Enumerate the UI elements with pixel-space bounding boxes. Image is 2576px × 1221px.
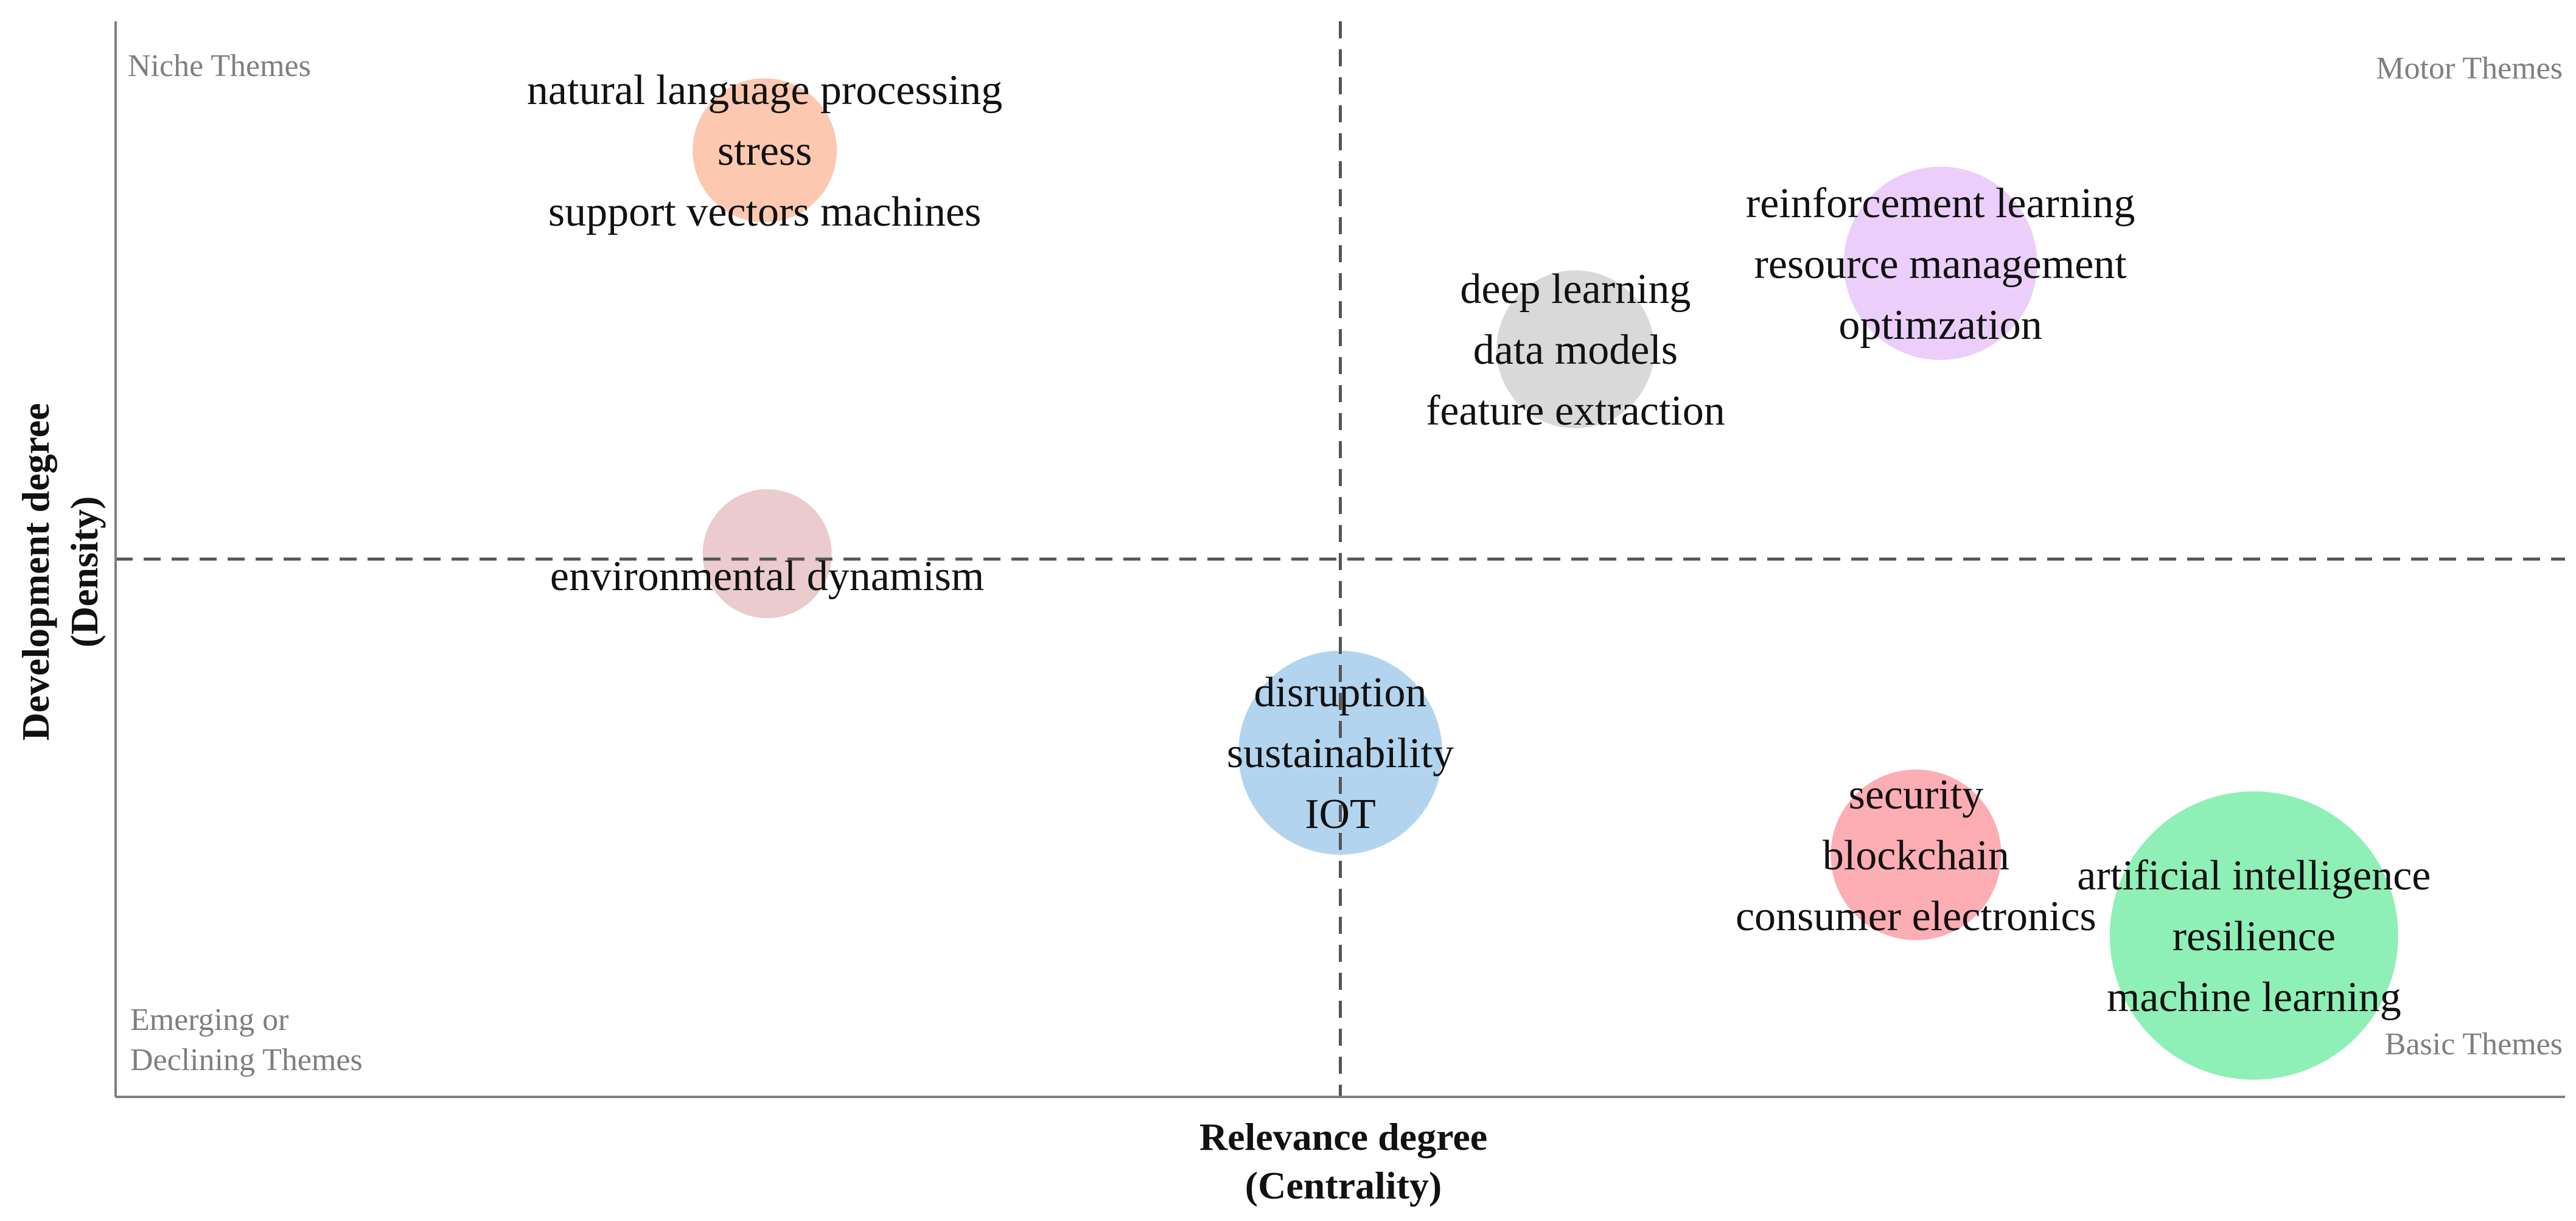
cluster-label-feature-extraction: feature extraction <box>1426 388 1725 434</box>
cluster-label-sustainability: sustainability <box>1227 730 1454 777</box>
quadrant-label-top-right: Motor Themes <box>2376 51 2563 86</box>
cluster-bubble-environmental-dynamism <box>702 489 832 619</box>
cluster-label-data-models: data models <box>1473 327 1678 374</box>
quadrant-label-bottom-right: Basic Themes <box>2385 1027 2563 1062</box>
quadrant-label-bottom-left: Emerging or Declining Themes <box>130 1003 363 1077</box>
y-axis-title-line: Development degree <box>14 403 57 740</box>
y-axis-title-line: (Density) <box>63 496 106 648</box>
cluster-bubble-security <box>1831 769 2002 941</box>
cluster-label-deep-learning: deep learning <box>1460 266 1691 313</box>
median-lines-layer <box>116 21 2565 1097</box>
cluster-label-natural-language-processing: natural language processing <box>527 67 1002 114</box>
cluster-bubble-reinforcement-learning <box>1843 166 2037 360</box>
cluster-label-security: security <box>1849 771 1984 818</box>
cluster-label-resilience: resilience <box>2173 913 2336 960</box>
cluster-label-resource-management: resource management <box>1754 241 2127 288</box>
quadrant-label-line: Declining Themes <box>130 1043 363 1077</box>
y-axis-title: Development degree (Density) <box>14 403 106 740</box>
cluster-label-optimzation: optimzation <box>1838 302 2042 349</box>
x-axis-title-line: Relevance degree <box>1199 1115 1487 1158</box>
quadrant-label-line: Motor Themes <box>2376 51 2563 86</box>
axis-titles-layer: Relevance degree (Centrality) Development … <box>14 403 1487 1207</box>
axes-layer <box>114 21 2565 1098</box>
quadrant-labels-layer: Niche Themes Motor Themes Emerging or Decli… <box>128 49 2563 1077</box>
cluster-bubble-deep-learning <box>1496 270 1655 429</box>
cluster-label-reinforcement-learning: reinforcement learning <box>1746 180 2135 227</box>
x-axis-title-line: (Centrality) <box>1245 1164 1442 1207</box>
cluster-label-support-vectors-machines: support vectors machines <box>548 189 981 235</box>
cluster-label-blockchain: blockchain <box>1823 832 2009 879</box>
cluster-label-stress: stress <box>717 128 812 175</box>
cluster-labels-layer: natural language processing stress support… <box>527 67 2431 1021</box>
quadrant-label-line: Emerging or <box>130 1003 288 1037</box>
cluster-bubble-natural-language-processing <box>693 78 837 223</box>
quadrant-label-line: Basic Themes <box>2385 1027 2563 1062</box>
cluster-label-environmental-dynamism: environmental dynamism <box>550 553 984 600</box>
cluster-label-machine-learning: machine learning <box>2107 974 2401 1021</box>
cluster-bubble-artificial-intelligence <box>2109 791 2398 1080</box>
quadrant-label-line: Niche Themes <box>128 49 311 83</box>
cluster-label-disruption: disruption <box>1254 669 1427 716</box>
cluster-label-consumer-electronics: consumer electronics <box>1736 893 2096 940</box>
bubbles-layer <box>693 78 2398 1080</box>
quadrant-label-top-left: Niche Themes <box>128 49 311 83</box>
cluster-label-iot: IOT <box>1305 791 1376 838</box>
cluster-label-artificial-intelligence: artificial intelligence <box>2077 852 2431 899</box>
x-axis-title: Relevance degree (Centrality) <box>1199 1115 1487 1207</box>
